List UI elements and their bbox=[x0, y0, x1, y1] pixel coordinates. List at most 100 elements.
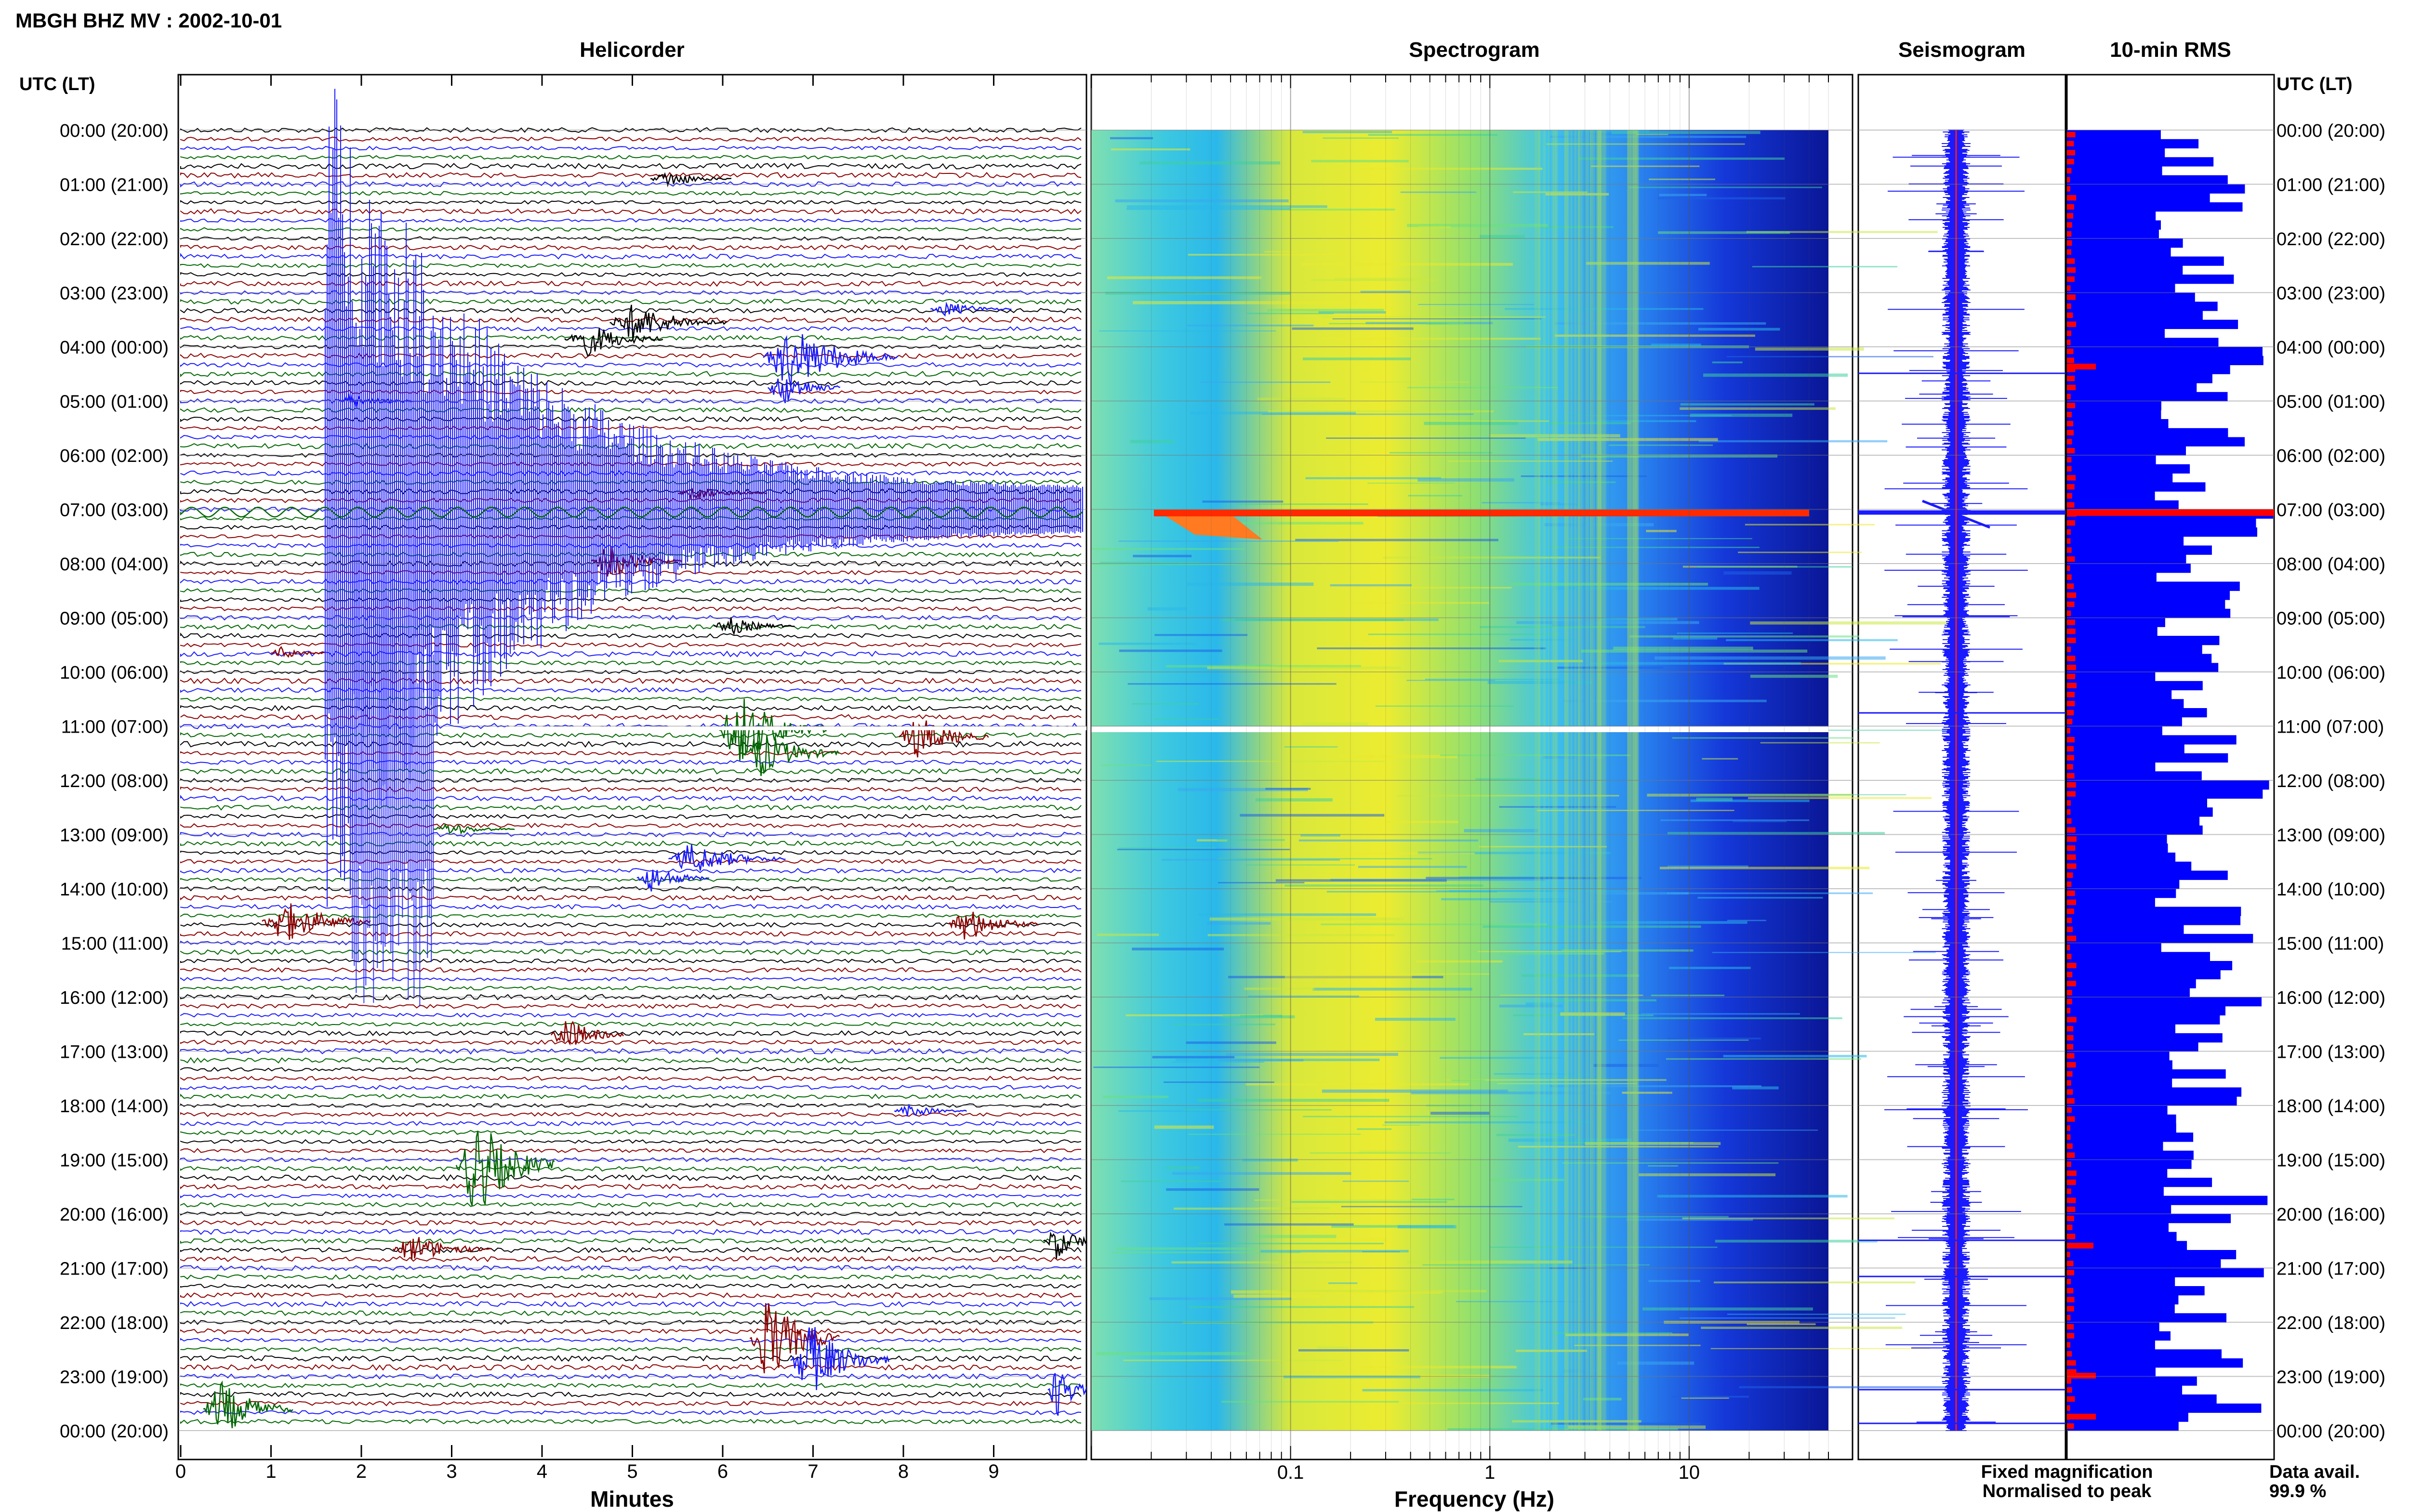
seismogram-trace bbox=[1858, 130, 2065, 1431]
spectrogram-streak bbox=[1368, 134, 1498, 136]
helicorder-row-trace bbox=[180, 859, 1082, 864]
spectrogram-vertical-band bbox=[1629, 130, 1631, 1431]
helicorder-row-trace bbox=[180, 606, 1082, 611]
spectrogram-vertical-band bbox=[1552, 130, 1554, 1431]
rms-normalised-marker bbox=[2067, 1243, 2093, 1249]
spectrogram-streak bbox=[1255, 1235, 1337, 1238]
helicorder-row-trace bbox=[180, 687, 1082, 693]
helicorder-row-trace bbox=[180, 1410, 1082, 1415]
spectrogram-streak bbox=[1115, 199, 1289, 202]
helicorder-row-trace bbox=[180, 940, 1082, 946]
spectrogram-streak bbox=[1436, 890, 1626, 892]
rms-bar bbox=[2067, 925, 2184, 934]
time-label-right: 00:00 (20:00) bbox=[2277, 1421, 2385, 1442]
time-label-right: 00:00 (20:00) bbox=[2277, 121, 2385, 141]
spectrogram-streak bbox=[1489, 1179, 1564, 1181]
spectrogram-streak bbox=[1310, 1152, 1451, 1154]
helicorder-x-tick-label: 1 bbox=[265, 1461, 276, 1482]
hourly-grid bbox=[178, 130, 2274, 1431]
helicorder-surface-wave bbox=[180, 506, 1083, 518]
rms-title: 10-min RMS bbox=[2110, 38, 2231, 62]
spectrogram-streak bbox=[1579, 158, 1785, 160]
spectrogram-streak bbox=[1097, 933, 1159, 936]
time-label-left: 18:00 (14:00) bbox=[60, 1096, 169, 1117]
rms-normalised-marker bbox=[2067, 1089, 2073, 1095]
spectrogram-vertical-band bbox=[1590, 130, 1591, 1431]
spectrogram-streak bbox=[1690, 413, 1793, 417]
rms-bar bbox=[2067, 338, 2219, 347]
spectrogram-streak bbox=[1546, 481, 1616, 483]
rms-normalised-marker bbox=[2067, 1143, 2073, 1149]
spectrogram-streak bbox=[1301, 263, 1513, 266]
spectrogram-streak bbox=[1336, 852, 1475, 855]
spectrogram-frequency-grid bbox=[1091, 75, 1829, 1459]
rms-normalised-marker bbox=[2067, 1387, 2072, 1393]
time-label-right: 01:00 (21:00) bbox=[2277, 175, 2385, 196]
spectrogram-streak bbox=[1125, 1014, 1264, 1016]
helicorder-row-trace bbox=[180, 1039, 1082, 1045]
spectrogram-streak bbox=[1242, 1158, 1298, 1162]
helicorder-event-signal bbox=[948, 911, 1039, 940]
rms-normalised-marker bbox=[2067, 1342, 2071, 1348]
spectrogram-streak bbox=[1480, 626, 1645, 628]
spectrogram-vertical-band bbox=[1570, 130, 1573, 1431]
rms-normalised-marker bbox=[2067, 1333, 2075, 1339]
rms-bar bbox=[2067, 744, 2184, 754]
rms-bar bbox=[2067, 853, 2176, 862]
spectrogram-vertical-band bbox=[1585, 130, 1589, 1431]
helicorder-row-trace bbox=[180, 353, 1082, 359]
helicorder-x-tick-label: 4 bbox=[537, 1461, 547, 1482]
rms-bar bbox=[2067, 193, 2210, 203]
rms-normalised-marker bbox=[2067, 1373, 2096, 1379]
helicorder-row-trace bbox=[180, 236, 1082, 241]
helicorder-row-trace bbox=[180, 1383, 1082, 1388]
spectrogram-streak bbox=[1403, 1402, 1559, 1404]
spectrogram-streak bbox=[1682, 1217, 1894, 1220]
helicorder-row-trace bbox=[180, 1057, 1082, 1064]
spectrogram-streak bbox=[1537, 226, 1614, 228]
spectrogram-vertical-band bbox=[1631, 130, 1634, 1431]
spectrogram-streak bbox=[1537, 438, 1718, 441]
spectrogram-streak bbox=[1515, 1350, 1587, 1352]
spectrogram-streak bbox=[1207, 666, 1401, 670]
helicorder-row-trace bbox=[180, 416, 1082, 422]
rms-bar bbox=[2067, 1132, 2194, 1142]
spectrogram-streak bbox=[1523, 1033, 1595, 1036]
spectrogram-streak bbox=[1245, 1083, 1469, 1086]
rms-bar bbox=[2067, 292, 2195, 302]
helicorder-row-trace bbox=[180, 1085, 1082, 1090]
spectrogram-streak bbox=[1464, 829, 1538, 832]
helicorder-row-trace bbox=[180, 1022, 1082, 1027]
spectrogram-streak bbox=[1545, 193, 1609, 196]
spectrogram-streak bbox=[1667, 892, 1873, 894]
spectrogram-streak bbox=[1651, 343, 1701, 347]
spectrogram-streak bbox=[1262, 413, 1474, 415]
time-label-right: 04:00 (00:00) bbox=[2277, 338, 2385, 358]
rms-bar bbox=[2067, 355, 2263, 366]
spectrogram-vertical-band bbox=[1580, 130, 1583, 1431]
helicorder-row-trace bbox=[180, 1157, 1082, 1162]
rms-bar bbox=[2067, 627, 2158, 636]
helicorder-row-trace bbox=[180, 1093, 1082, 1100]
time-label-left: 00:00 (20:00) bbox=[60, 1421, 169, 1442]
spectrogram-streak bbox=[1497, 1083, 1638, 1084]
rms-normalised-marker bbox=[2067, 430, 2074, 435]
rms-bar bbox=[2067, 329, 2165, 338]
helicorder-row-trace bbox=[180, 1255, 1082, 1262]
time-label-right: 13:00 (09:00) bbox=[2277, 826, 2385, 846]
helicorder-row-trace bbox=[180, 1347, 1082, 1352]
spectrogram-streak bbox=[1110, 137, 1153, 140]
rms-normalised-marker bbox=[2067, 981, 2076, 986]
legend-fixed-magnification: Fixed magnification bbox=[1981, 1462, 2153, 1482]
helicorder-data-gap bbox=[506, 726, 1086, 730]
rms-normalised-marker bbox=[2067, 276, 2075, 282]
rms-bar bbox=[2067, 437, 2245, 447]
helicorder-row-trace bbox=[180, 786, 1082, 792]
spectrogram-streak bbox=[1526, 345, 1749, 348]
rms-bar bbox=[2067, 428, 2228, 438]
helicorder-row-trace bbox=[180, 1103, 1082, 1108]
helicorder-event-signal bbox=[1047, 1373, 1086, 1416]
rms-normalised-marker bbox=[2067, 728, 2070, 734]
rms-bar bbox=[2067, 1385, 2183, 1395]
spectrogram-streak bbox=[1448, 460, 1613, 462]
